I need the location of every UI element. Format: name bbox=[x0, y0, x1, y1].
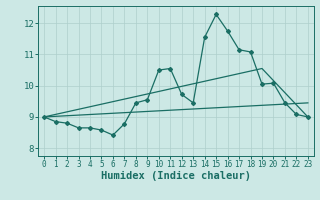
X-axis label: Humidex (Indice chaleur): Humidex (Indice chaleur) bbox=[101, 171, 251, 181]
